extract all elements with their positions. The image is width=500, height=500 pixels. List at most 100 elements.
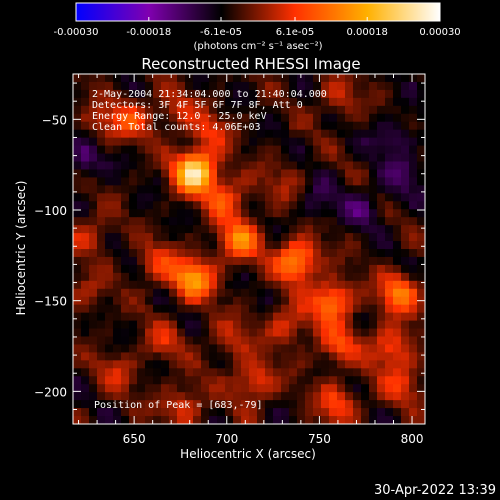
heatmap-cell [329, 264, 338, 274]
heatmap-cell [201, 169, 210, 178]
heatmap-cell [97, 256, 106, 266]
heatmap-cell [145, 264, 154, 274]
heatmap-cell [337, 217, 346, 226]
heatmap-cell [81, 280, 90, 290]
heatmap-cell [129, 113, 138, 123]
heatmap-cell [313, 352, 322, 361]
heatmap-cell [281, 392, 290, 401]
heatmap-cell [273, 249, 282, 258]
heatmap-cell [257, 368, 266, 377]
heatmap-cell [385, 400, 394, 409]
heatmap-cell [121, 320, 130, 330]
heatmap-cell [185, 272, 194, 282]
heatmap-cell [81, 312, 90, 322]
colorbar-tick-label: -0.00018 [126, 27, 171, 38]
heatmap-cell [321, 89, 330, 99]
heatmap-cell [369, 233, 378, 242]
heatmap-cell [201, 352, 210, 361]
heatmap-cell [73, 320, 82, 330]
heatmap-cell [105, 105, 114, 115]
heatmap-cell [377, 74, 386, 83]
heatmap-cell [393, 328, 402, 337]
heatmap-cell [361, 368, 370, 377]
heatmap-cell [161, 376, 170, 385]
heatmap-cell [217, 225, 226, 234]
heatmap-cell [321, 249, 330, 258]
heatmap-cell [97, 153, 106, 162]
heatmap-cell [241, 344, 250, 353]
heatmap-cell [193, 352, 202, 361]
heatmap-cell [233, 74, 242, 83]
heatmap-cell [289, 408, 298, 417]
heatmap-cell [97, 233, 106, 242]
heatmap-cell [89, 233, 98, 242]
heatmap-cell [353, 416, 362, 425]
heatmap-cell [217, 209, 226, 218]
heatmap-cell [257, 296, 266, 306]
heatmap-cell [385, 121, 394, 131]
heatmap-cell [201, 129, 210, 139]
heatmap-cell [121, 185, 130, 194]
heatmap-cell [105, 113, 114, 123]
heatmap-cell [201, 360, 210, 369]
heatmap-cell [345, 193, 354, 202]
heatmap-cell [201, 256, 210, 266]
heatmap-cell [129, 416, 138, 425]
heatmap-cell [377, 145, 386, 155]
heatmap-cell [153, 81, 162, 91]
heatmap-cell [337, 408, 346, 417]
heatmap-cell [145, 304, 154, 314]
heatmap-cell [313, 89, 322, 99]
heatmap-cell [129, 145, 138, 155]
heatmap-cell [121, 352, 130, 361]
heatmap-cell [225, 312, 234, 322]
heatmap-cell [305, 241, 314, 250]
heatmap-cell [113, 217, 122, 226]
heatmap-cell [297, 272, 306, 282]
heatmap-cell [121, 74, 130, 83]
heatmap-cell [241, 113, 250, 123]
heatmap-cell [297, 121, 306, 131]
heatmap-cell [273, 392, 282, 401]
heatmap-cell [113, 328, 122, 337]
heatmap-cell [145, 161, 154, 170]
heatmap-cell [241, 74, 250, 83]
heatmap-cell [145, 328, 154, 337]
heatmap-cell [217, 272, 226, 282]
heatmap-cell [161, 225, 170, 234]
heatmap-cell [321, 320, 330, 330]
heatmap-cell [225, 129, 234, 139]
heatmap-cell [113, 97, 122, 107]
heatmap-cell [377, 193, 386, 202]
heatmap-cell [289, 225, 298, 234]
heatmap-cell [417, 81, 426, 91]
heatmap-cell [297, 217, 306, 226]
heatmap-cell [249, 256, 258, 266]
heatmap-cell [177, 392, 186, 401]
heatmap-cell [145, 392, 154, 401]
heatmap-cell [209, 256, 218, 266]
heatmap-cell [217, 376, 226, 385]
heatmap-cell [185, 384, 194, 393]
heatmap-cell [361, 193, 370, 202]
heatmap-cell [169, 153, 178, 162]
heatmap-cell [113, 352, 122, 361]
heatmap-cell [297, 241, 306, 250]
heatmap-cell [137, 209, 146, 218]
heatmap-cell [97, 145, 106, 155]
heatmap-cell [161, 217, 170, 226]
heatmap-cell [153, 296, 162, 306]
heatmap-cell [161, 400, 170, 409]
heatmap-cell [401, 177, 410, 186]
heatmap-cell [393, 320, 402, 330]
heatmap-cell [73, 121, 82, 131]
heatmap-cell [361, 177, 370, 186]
heatmap-cell [185, 344, 194, 353]
heatmap-cell [281, 225, 290, 234]
heatmap-cell [265, 288, 274, 298]
heatmap-cell [145, 320, 154, 330]
heatmap-cell [249, 249, 258, 258]
heatmap-cell [209, 145, 218, 155]
heatmap-cell [329, 169, 338, 178]
heatmap-cell [185, 296, 194, 306]
